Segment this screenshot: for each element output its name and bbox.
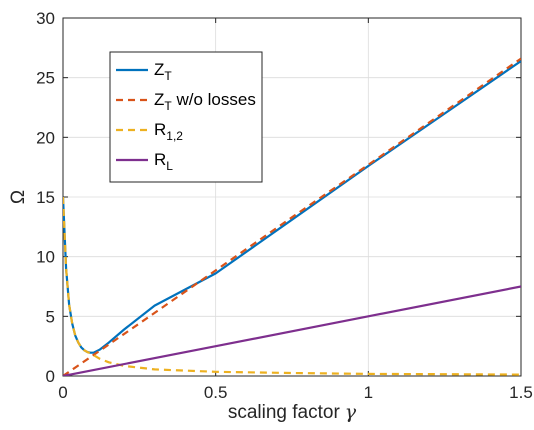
y-tick-label: 25 [36,69,55,88]
y-tick-label: 15 [36,188,55,207]
series-line-z-t-w-o-losses [63,57,521,376]
y-tick-label: 10 [36,248,55,267]
legend-entry-subscript: L [166,159,173,173]
y-tick-label: 0 [46,367,55,386]
y-tick-label: 20 [36,128,55,147]
legend-entry-suffix: w/o losses [172,90,256,109]
x-tick-label: 0.5 [204,383,228,402]
legend-entry-subscript: T [164,69,172,83]
legend-entry-main: Z [154,90,164,109]
legend-entry-main: Z [154,60,164,79]
legend-entry-label: ZT [154,60,172,83]
legend-entry-main: R [154,120,166,139]
legend-entry-label: RL [154,150,173,173]
x-tick-label: 1 [364,383,373,402]
legend-box [109,51,263,183]
series-lines [63,57,521,376]
series-line-z-t [63,60,521,354]
legend-entry-label: ZT w/o losses [154,90,256,113]
legend-entry-label: R1,2 [154,120,183,143]
y-tick-label: 30 [36,9,55,28]
series-line-r-l [63,285,521,376]
legend-entry-main: R [154,150,166,169]
x-tick-label: 0 [58,383,67,402]
x-axis-label-text: scaling factor [228,402,341,423]
y-tick-label: 5 [46,307,55,326]
legend-entry-subscript: 1,2 [166,129,183,143]
x-axis-label-symbol: γ [345,401,357,423]
x-tick-label: 1.5 [509,383,533,402]
y-axis-label: Ω [8,190,29,204]
x-axis-label: scaling factor γ [228,401,357,423]
legend-entry-subscript: T [164,99,172,113]
